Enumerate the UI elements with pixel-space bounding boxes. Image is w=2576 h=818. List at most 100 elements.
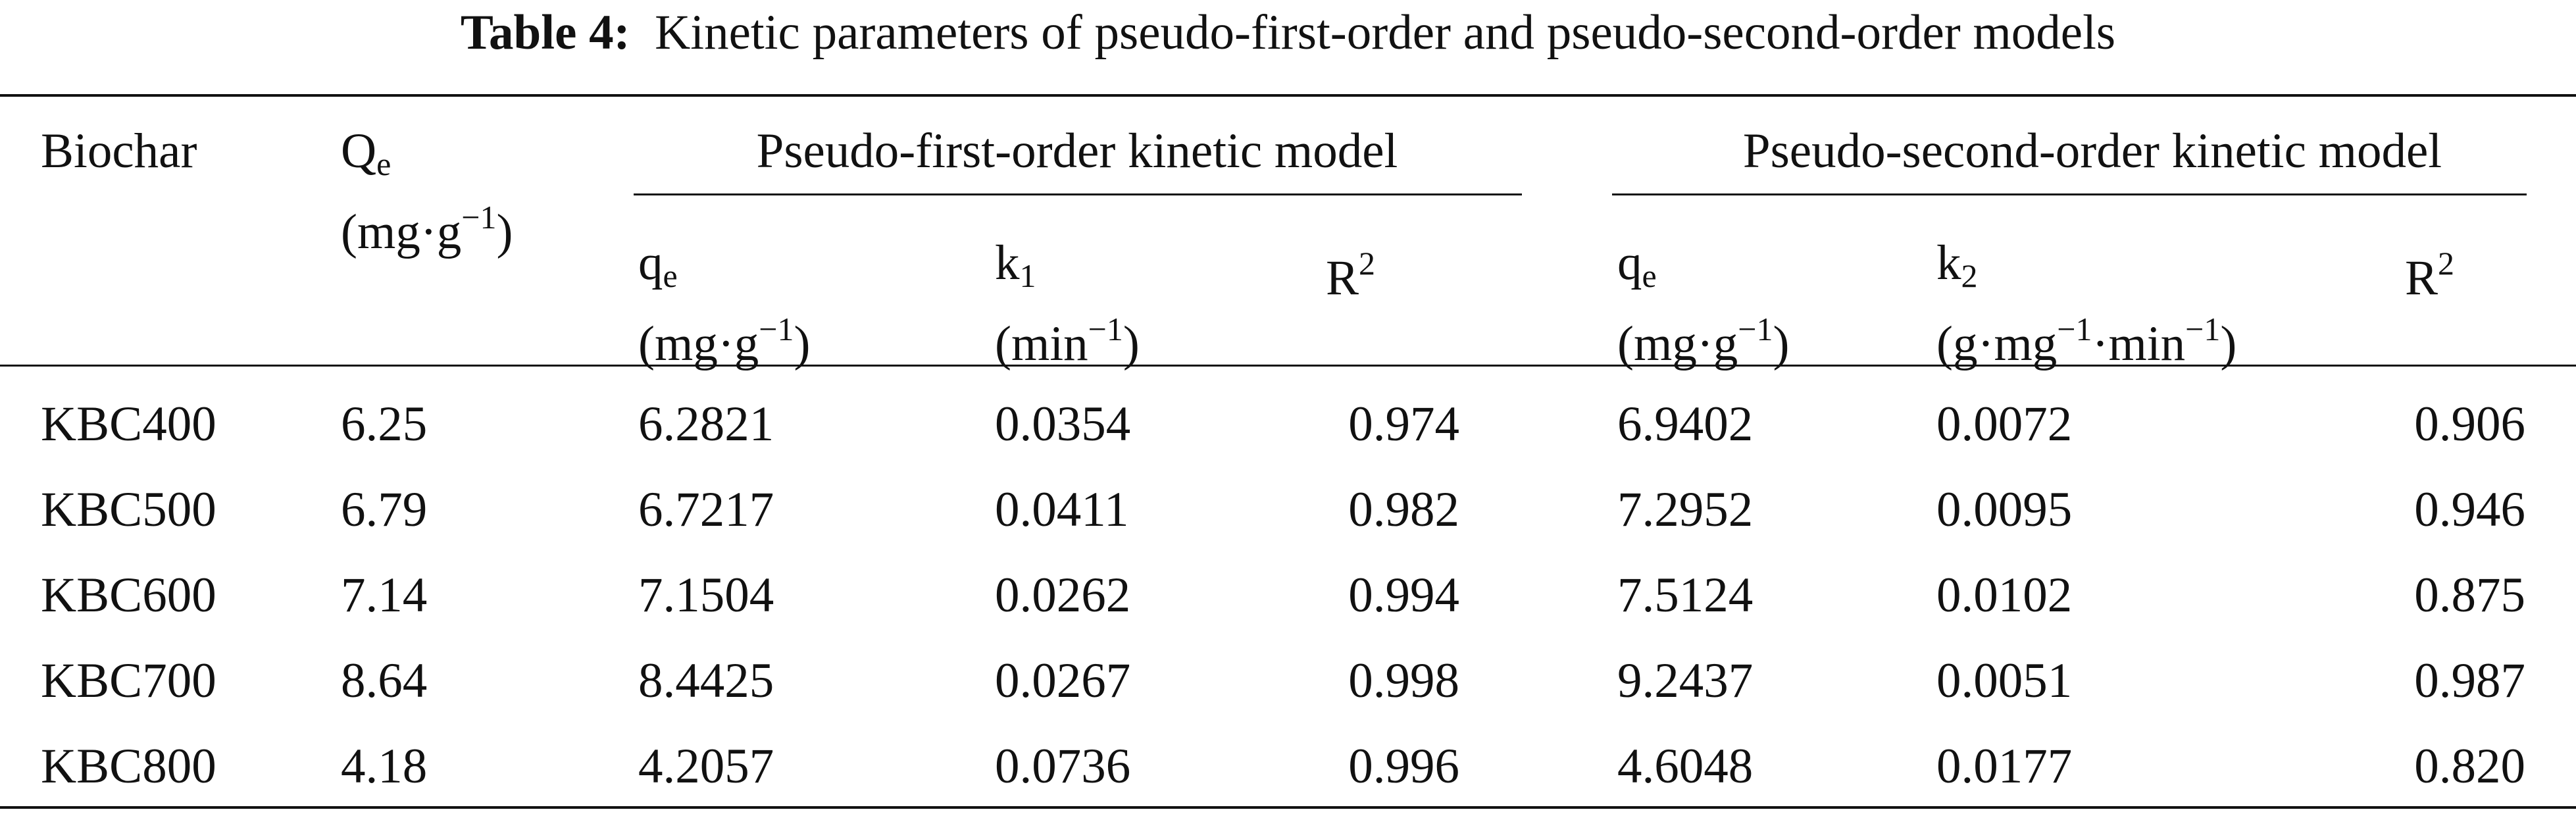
column-unit: (mg·g−1)	[341, 191, 513, 259]
unit-text: ·min	[2092, 317, 2186, 371]
cell-text: 0.982	[1348, 482, 1459, 537]
superscript: −1	[2057, 311, 2092, 347]
table-cell: 0.996	[1348, 740, 1459, 793]
cell-text: KBC800	[41, 739, 216, 794]
cell-text: 0.0095	[1936, 482, 2073, 537]
column-unit: (mg·g−1)	[638, 303, 810, 371]
cell-text: 0.0354	[995, 397, 1131, 451]
cell-text: 6.25	[341, 397, 428, 451]
cell-text: 8.4425	[638, 653, 774, 708]
table-cell: 0.0267	[995, 655, 1130, 707]
table-cell: KBC800	[41, 740, 216, 793]
table-cell: 4.2057	[638, 740, 774, 793]
table-cell: 9.2437	[1617, 655, 1753, 707]
cell-text: 0.820	[2414, 739, 2525, 794]
table-cell: 7.5124	[1617, 569, 1753, 622]
cell-text: 0.996	[1348, 739, 1459, 794]
column-header: Biochar	[41, 125, 197, 178]
cell-text: 0.875	[2414, 568, 2525, 623]
column-unit: (g·mg−1·min−1)	[1936, 303, 2236, 371]
cell-text: 7.5124	[1617, 568, 1754, 623]
superscript: 2	[2438, 245, 2455, 282]
cell-text: 4.2057	[638, 739, 774, 794]
cell-text: 0.0736	[995, 739, 1131, 794]
table-cell: KBC700	[41, 655, 216, 707]
column-unit: (mg·g−1)	[1617, 303, 1789, 371]
cell-text: 7.1504	[638, 568, 774, 623]
table-cell: 6.7217	[638, 484, 774, 536]
cell-text: 0.998	[1348, 653, 1459, 708]
column-symbol: k2	[1936, 237, 1978, 302]
header-rule	[0, 365, 2576, 367]
table-cell: 0.0072	[1936, 398, 2072, 451]
cell-text: 0.0051	[1936, 653, 2073, 708]
table-cell: 6.9402	[1617, 398, 1753, 451]
symbol: q	[1617, 236, 1642, 290]
cell-text: 0.994	[1348, 568, 1459, 623]
cell-text: 0.0177	[1936, 739, 2073, 794]
cell-text: 8.64	[341, 653, 428, 708]
superscript: −1	[2185, 311, 2221, 347]
cell-text: 0.0072	[1936, 397, 2073, 451]
symbol: q	[638, 236, 663, 290]
cell-text: 4.18	[341, 739, 428, 794]
table-cell: 6.79	[341, 484, 427, 536]
cell-text: 0.0102	[1936, 568, 2073, 623]
superscript: −1	[1088, 311, 1123, 347]
table-cell: 7.1504	[638, 569, 774, 622]
cell-text: 9.2437	[1617, 653, 1754, 708]
subscript: 1	[1019, 257, 1036, 294]
table-cell: 0.0095	[1936, 484, 2072, 536]
table-cell: 0.0411	[995, 484, 1128, 536]
table-cell: 0.0262	[995, 569, 1130, 622]
column-symbol: Qe	[341, 125, 391, 190]
table-cell: 0.987	[2414, 655, 2525, 707]
symbol: k	[995, 236, 1020, 290]
superscript: 2	[1359, 245, 1376, 282]
cell-text: 7.2952	[1617, 482, 1754, 537]
group-rule	[1612, 193, 2527, 195]
symbol: Q	[341, 124, 377, 178]
table-title: Table 4: Kinetic parameters of pseudo-fi…	[0, 7, 2576, 59]
column-symbol: qe	[1617, 237, 1657, 302]
superscript: −1	[759, 311, 794, 347]
group-rule	[634, 193, 1522, 195]
column-symbol: R2	[1326, 237, 1375, 305]
column-symbol: R2	[2405, 237, 2454, 305]
cell-text: 0.946	[2414, 482, 2525, 537]
cell-text: 0.906	[2414, 397, 2525, 451]
table-cell: 6.25	[341, 398, 427, 451]
unit-text: (mg·g	[638, 317, 759, 371]
unit-text: )	[1773, 317, 1790, 371]
unit-text: )	[1123, 317, 1140, 371]
unit-text: )	[794, 317, 811, 371]
table-cell: 0.0736	[995, 740, 1130, 793]
table-cell: 8.64	[341, 655, 427, 707]
cell-text: KBC500	[41, 482, 216, 537]
table-cell: 0.998	[1348, 655, 1459, 707]
header-text: Biochar	[41, 124, 197, 178]
unit-text: (min	[995, 317, 1088, 371]
column-unit: (min−1)	[995, 303, 1140, 371]
header-text: Pseudo-second-order kinetic model	[1742, 124, 2442, 178]
cell-text: 6.2821	[638, 397, 774, 451]
column-symbol: k1	[995, 237, 1036, 302]
table-cell: 7.14	[341, 569, 427, 622]
top-rule	[0, 94, 2576, 97]
bottom-rule	[0, 806, 2576, 809]
table-cell: KBC400	[41, 398, 216, 451]
unit-text: )	[2220, 317, 2237, 371]
unit-text: (mg·g	[341, 205, 462, 259]
cell-text: 0.0262	[995, 568, 1131, 623]
table-label: Table 4:	[460, 5, 630, 60]
cell-text: 7.14	[341, 568, 428, 623]
group-header: Pseudo-second-order kinetic model	[1434, 125, 2576, 178]
table-cell: 8.4425	[638, 655, 774, 707]
cell-text: KBC700	[41, 653, 216, 708]
table-cell: KBC600	[41, 569, 216, 622]
symbol: R	[2405, 251, 2438, 305]
table-cell: 0.875	[2414, 569, 2525, 622]
superscript: −1	[1738, 311, 1773, 347]
superscript: −1	[461, 199, 497, 236]
cell-text: 0.974	[1348, 397, 1459, 451]
